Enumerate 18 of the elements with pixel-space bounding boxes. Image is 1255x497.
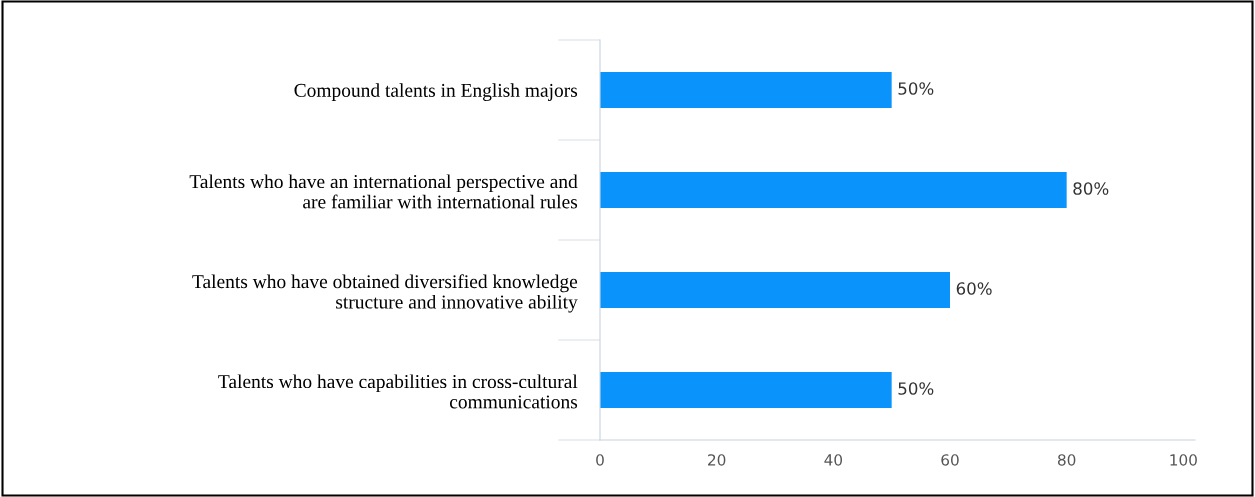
x-tick-label: 20 <box>708 454 726 466</box>
x-tick-label: 40 <box>824 454 843 466</box>
x-tick-label: 100 <box>1170 454 1197 466</box>
bar <box>600 372 892 408</box>
data-label: 60% <box>956 282 992 295</box>
bar <box>600 272 950 308</box>
data-label: 50% <box>898 82 934 95</box>
bar <box>600 172 1067 208</box>
y-tick-label: Talents who have capabilities in cross-cultural communications <box>218 374 578 409</box>
data-label: 80% <box>1073 182 1109 195</box>
x-tick-label: 80 <box>1057 454 1076 466</box>
y-tick-label: Compound talents in English majors <box>294 83 578 101</box>
y-tick-label: Talents who have obtained diversified knowledge structure and innovative ability <box>192 274 578 313</box>
data-label: 50% <box>898 382 934 395</box>
x-tick-label: 0 <box>596 454 604 466</box>
x-tick-label: 60 <box>941 454 959 466</box>
bar <box>600 72 892 108</box>
y-tick-label: Talents who have an international perspective and are familiar with international rules <box>189 174 578 209</box>
